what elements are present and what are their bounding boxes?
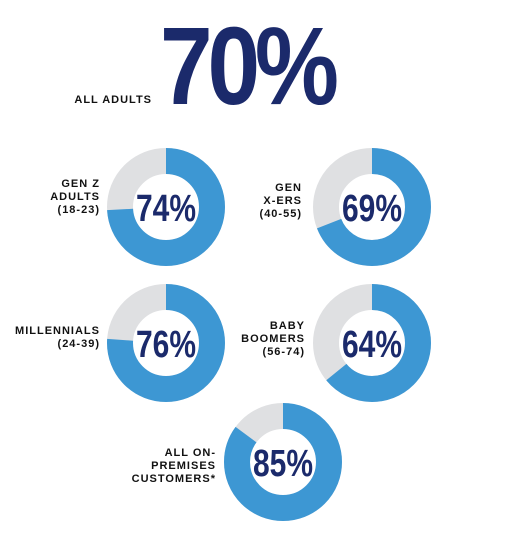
label-gen-x: GEN X-ERS (40-55): [259, 182, 302, 220]
label-millennials: MILLENNIALS (24-39): [15, 325, 100, 350]
donut-value-gen-z: 74%: [136, 188, 196, 230]
donut-value-millennials: 76%: [136, 324, 196, 366]
donut-arc-gen-z: [107, 148, 225, 266]
headline-label: ALL ADULTS: [74, 94, 152, 106]
label-gen-z: GEN Z ADULTS (18-23): [50, 178, 100, 216]
donut-arc-millennials: [107, 284, 225, 402]
donut-value-baby-boomers: 64%: [342, 324, 402, 366]
donut-value-on-premises: 85%: [253, 443, 313, 485]
label-on-premises: ALL ON- PREMISES CUSTOMERS*: [131, 447, 216, 485]
donut-arc-gen-x: [313, 148, 431, 266]
headline-percentage: 70%: [160, 5, 339, 128]
donut-value-gen-x: 69%: [342, 188, 402, 230]
donut-arc-baby-boomers: [313, 284, 431, 402]
label-baby-boomers: BABY BOOMERS (56-74): [241, 320, 305, 358]
donut-arc-on-premises: [224, 403, 342, 521]
